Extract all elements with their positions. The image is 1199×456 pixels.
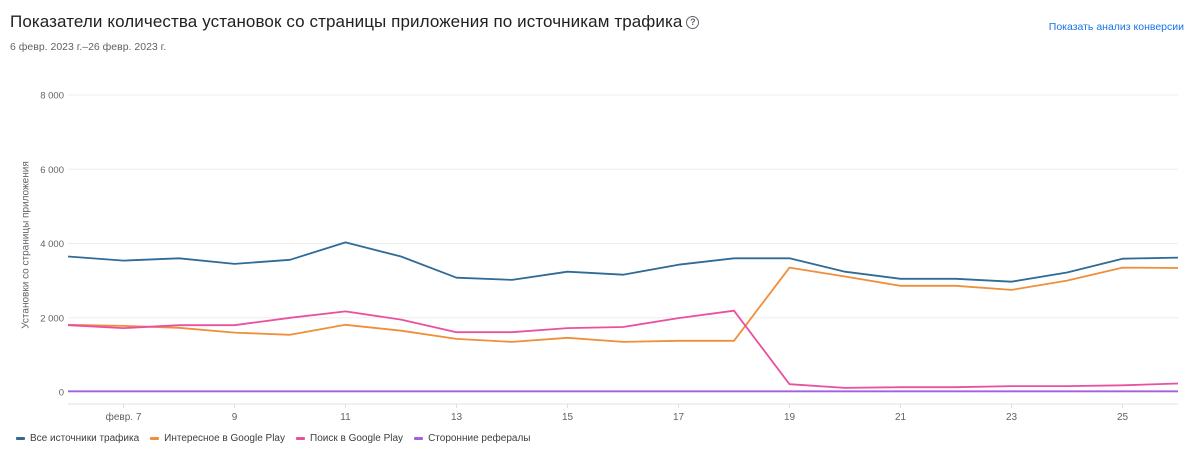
y-tick-label: 0 (59, 388, 64, 399)
date-range: 6 февр. 2023 г.–26 февр. 2023 г. (10, 41, 167, 53)
legend-label: Интересное в Google Play (164, 433, 285, 444)
legend-label: Поиск в Google Play (310, 433, 404, 444)
legend-swatch-icon (414, 437, 424, 440)
y-tick-label: 4 000 (40, 239, 64, 250)
x-tick-label: 25 (1117, 412, 1129, 423)
chart-canvas: 0 2 000 4 000 6 000 8 000 февр. 7 9 11 13 15 17 19 2… (40, 91, 1179, 423)
y-tick-label: 8 000 (40, 91, 64, 102)
x-tick-label: 17 (673, 412, 685, 423)
legend-swatch-icon (296, 437, 305, 440)
legend-item[interactable]: Поиск в Google Play (296, 433, 403, 444)
x-tick-label: 19 (784, 412, 796, 423)
x-tick-label: 15 (562, 412, 574, 423)
line-chart: 0 2 000 4 000 6 000 8 000 февр. 7 9 11 13 15 17 19 2… (0, 80, 1199, 425)
y-tick-label: 6 000 (40, 165, 64, 176)
x-tick-label: февр. 7 (106, 411, 142, 423)
x-tick-label: 13 (451, 412, 463, 423)
series-line[interactable] (67, 309, 1179, 389)
x-tick-label: 21 (895, 412, 907, 423)
chart-title: Показатели количества установок со стран… (10, 12, 700, 32)
legend-swatch-icon (16, 437, 25, 440)
x-tick-label: 23 (1006, 412, 1018, 423)
legend-label: Все источники трафика (30, 433, 140, 444)
series-line[interactable] (67, 266, 1179, 343)
legend-item[interactable]: Сторонние рефералы (414, 433, 530, 444)
legend-item[interactable]: Все источники трафика (16, 433, 139, 444)
legend-swatch-icon (150, 437, 160, 440)
x-tick-label: 11 (340, 412, 351, 423)
chart-legend: Все источники трафика Интересное в Google… (16, 433, 530, 444)
chart-title-text: Показатели количества установок со стран… (10, 12, 683, 31)
series-line[interactable] (67, 241, 1179, 283)
question-circle-icon[interactable]: ? (686, 16, 700, 29)
y-tick-label: 2 000 (40, 313, 64, 324)
x-tick-label: 9 (232, 412, 238, 423)
legend-item[interactable]: Интересное в Google Play (150, 433, 285, 444)
show-conversion-analysis-link[interactable]: Показать анализ конверсии (1048, 21, 1184, 33)
legend-label: Сторонние рефералы (428, 433, 531, 444)
